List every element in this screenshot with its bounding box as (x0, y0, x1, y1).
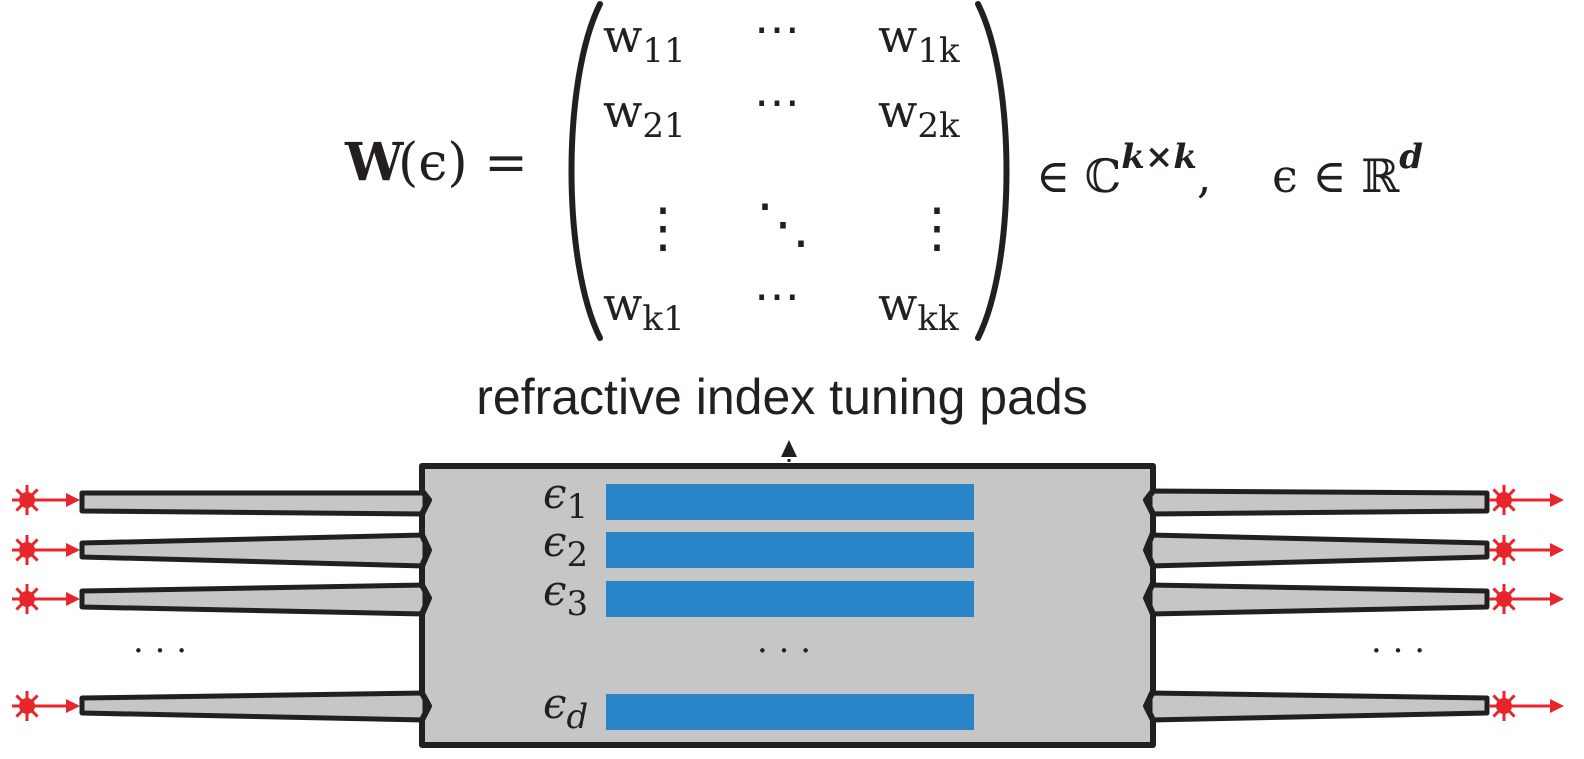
ellipsis-inputs: · · · (133, 631, 187, 671)
matrix-ddots: ⋱ (756, 192, 810, 255)
input-arrow-icon (27, 493, 80, 507)
laser-output-icon (1489, 535, 1519, 565)
input-waveguide (79, 490, 428, 517)
output-arrow-icon (1504, 699, 1564, 713)
caption-pointer-arrow (781, 440, 797, 486)
photonic-chip: ϵ1 ϵ2 ϵ3 ϵd · · · · · · · · · (79, 463, 1490, 748)
input-waveguide (79, 582, 428, 617)
matrix-entry-w11: w11 (603, 9, 686, 71)
matrix-vdots: ⋮ (636, 196, 690, 259)
tuning-pad-1 (606, 484, 974, 520)
input-arrow-icon (27, 592, 80, 606)
matrix-entry-wkk: wkk (878, 277, 959, 339)
ellipsis-pads: · · · (757, 631, 811, 671)
w-argument: (ϵ) = (398, 133, 528, 193)
matrix-hdots: ⋯ (754, 2, 800, 56)
w-symbol: W (344, 132, 405, 193)
output-waveguide (1147, 690, 1490, 723)
matrix-right-paren (975, 1, 1010, 341)
matrix-hdots: ⋯ (754, 75, 800, 129)
output-waveguide (1147, 582, 1490, 617)
input-arrow-icon (27, 699, 80, 713)
matrix-vdots: ⋮ (910, 196, 964, 259)
matrix-entry-wk1: wk1 (603, 277, 685, 339)
pad-label-1: ϵ1 (543, 469, 588, 527)
tuning-pad-2 (606, 532, 974, 568)
input-waveguide (79, 532, 428, 569)
pad-label-2: ϵ2 (543, 517, 588, 575)
pad-label-d: ϵd (543, 679, 588, 737)
laser-sources (12, 485, 1564, 721)
output-arrow-icon (1504, 592, 1564, 606)
parameter-domain: ϵ ∈ ℝd (1272, 137, 1423, 203)
tuning-pad-3 (606, 581, 974, 617)
input-waveguide (79, 690, 428, 723)
matrix-hdots: ⋯ (754, 269, 800, 323)
tuning-pads-caption: refractive index tuning pads (476, 369, 1087, 425)
pad-label-3: ϵ3 (543, 566, 588, 624)
complex-domain: ∈ ℂk×k, (1036, 137, 1212, 203)
output-waveguide (1147, 488, 1490, 517)
input-arrow-icon (27, 543, 80, 557)
tuning-pad-d (606, 694, 974, 730)
matrix-left-paren (568, 1, 603, 341)
matrix-entry-w1k: w1k (878, 9, 960, 71)
output-waveguide (1147, 532, 1490, 569)
matrix-entry-w21: w21 (603, 84, 686, 146)
output-arrow-icon (1504, 543, 1564, 557)
matrix-entry-w2k: w2k (878, 84, 960, 146)
ellipsis-outputs: · · · (1371, 631, 1425, 671)
weight-matrix-equation: W (ϵ) = w11 ⋯ w1k w21 ⋯ w2k ⋮ ⋱ ⋮ wk1 ⋯ … (344, 1, 1423, 341)
output-arrow-icon (1504, 493, 1564, 507)
